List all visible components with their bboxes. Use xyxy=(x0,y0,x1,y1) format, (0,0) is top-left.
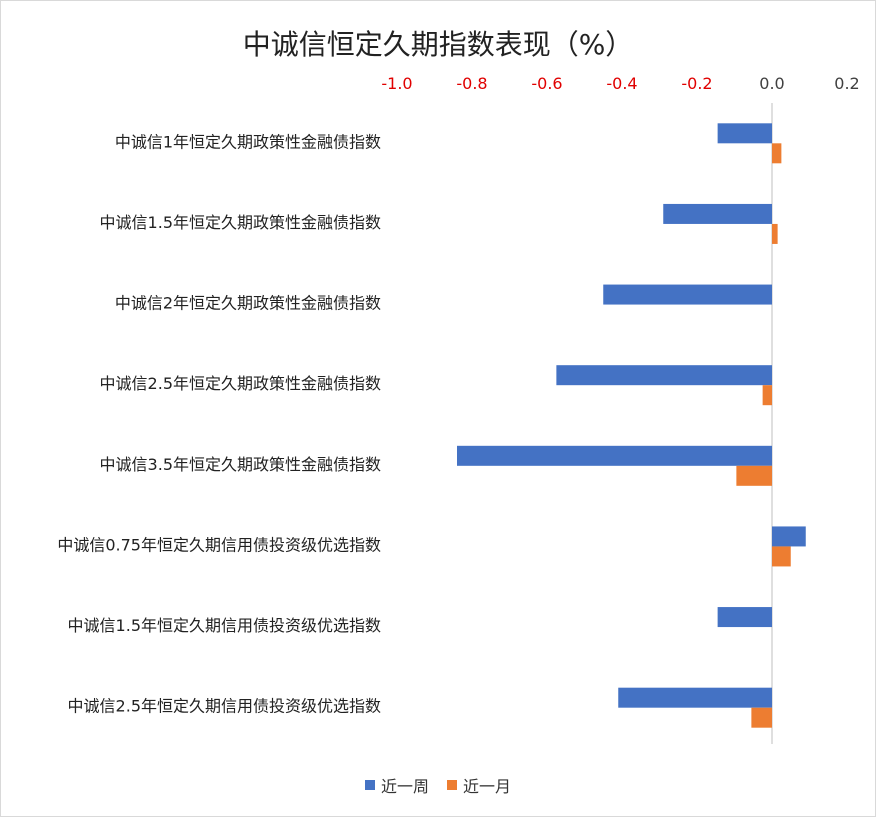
bar-month-7 xyxy=(751,707,772,728)
x-tick-label: -0.8 xyxy=(456,74,487,93)
legend-label: 近一月 xyxy=(463,777,512,796)
legend-item: 近一月 xyxy=(447,773,511,797)
category-label: 中诚信2.5年恒定久期政策性金融债指数 xyxy=(100,374,381,393)
category-label: 中诚信2年恒定久期政策性金融债指数 xyxy=(115,294,381,313)
category-label: 中诚信3.5年恒定久期政策性金融债指数 xyxy=(100,455,381,474)
bar-week-2 xyxy=(603,284,772,305)
category-label: 中诚信1年恒定久期政策性金融债指数 xyxy=(115,132,381,151)
x-tick-label: -0.4 xyxy=(606,74,637,93)
bar-week-5 xyxy=(772,526,806,547)
bar-week-0 xyxy=(717,123,772,144)
bar-week-3 xyxy=(556,365,772,386)
bar-month-3 xyxy=(762,385,772,406)
category-label: 中诚信0.75年恒定久期信用债投资级优选指数 xyxy=(57,535,381,554)
legend: 近一周 近一月 xyxy=(1,773,875,797)
legend-swatch xyxy=(447,780,457,790)
category-label: 中诚信2.5年恒定久期信用债投资级优选指数 xyxy=(68,697,381,716)
x-tick-label: -1.0 xyxy=(381,74,412,93)
bar-month-0 xyxy=(772,143,782,164)
x-tick-label: 0.0 xyxy=(759,74,784,93)
bar-week-6 xyxy=(717,607,772,628)
x-tick-label: -0.2 xyxy=(681,74,712,93)
legend-item: 近一周 xyxy=(364,773,429,797)
legend-swatch xyxy=(364,780,375,790)
x-tick-label: -0.6 xyxy=(531,74,562,93)
category-label: 中诚信1.5年恒定久期政策性金融债指数 xyxy=(100,213,381,232)
bar-week-4 xyxy=(457,445,772,466)
bar-week-7 xyxy=(618,687,772,708)
chart-title: 中诚信恒定久期指数表现（%） xyxy=(242,28,634,61)
bar-month-5 xyxy=(772,546,791,567)
x-tick-label: 0.2 xyxy=(834,74,859,93)
legend-label: 近一周 xyxy=(380,777,429,796)
bar-month-1 xyxy=(772,223,778,244)
bar-week-1 xyxy=(663,203,772,224)
bar-month-4 xyxy=(736,465,772,486)
category-label: 中诚信1.5年恒定久期信用债投资级优选指数 xyxy=(68,616,381,635)
